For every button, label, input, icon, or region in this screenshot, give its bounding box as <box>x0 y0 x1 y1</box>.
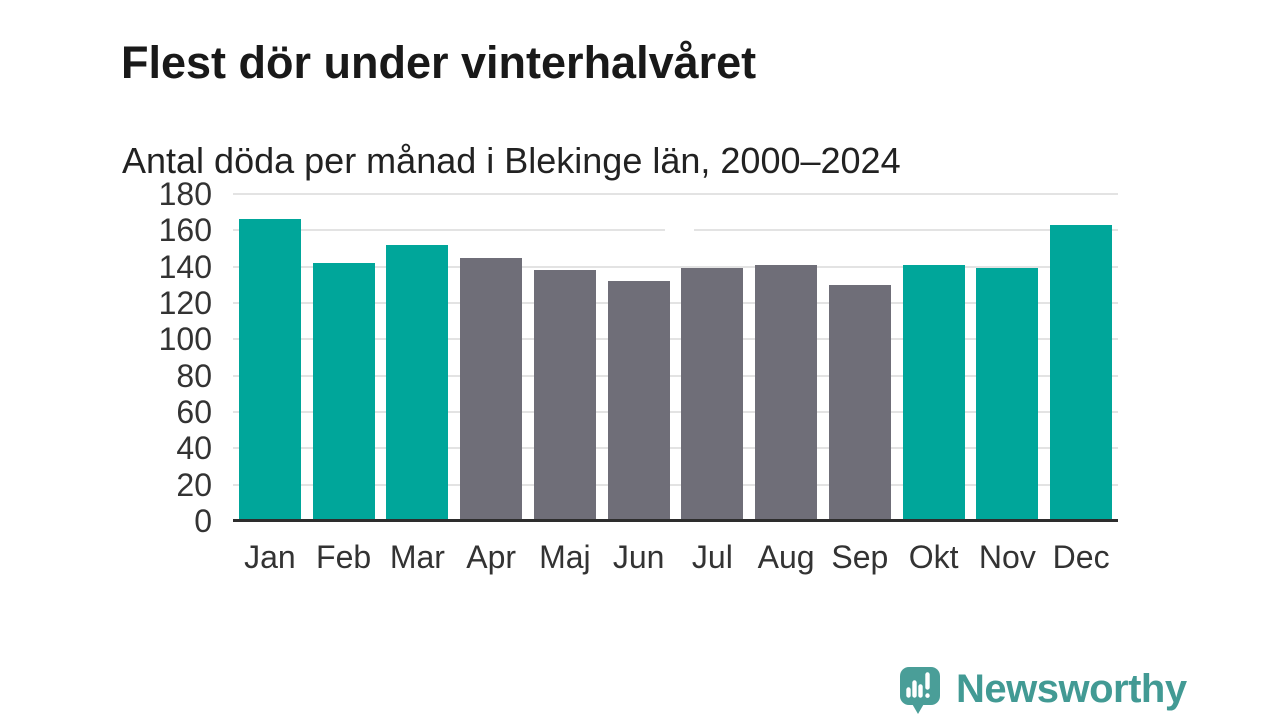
y-tick-label: 140 <box>158 248 212 285</box>
chart-title: Flest dör under vinterhalvåret <box>121 37 757 89</box>
newsworthy-logo: Newsworthy <box>899 666 1187 716</box>
month-label: Jan <box>244 539 296 575</box>
y-tick-label: 20 <box>176 466 212 503</box>
y-tick-label: 40 <box>176 430 212 467</box>
bar-jun <box>607 281 670 521</box>
y-tick-label: 60 <box>176 394 212 430</box>
month-label: Aug <box>757 539 815 575</box>
month-label: Apr <box>466 539 517 575</box>
month-label: Okt <box>908 539 959 575</box>
y-tick-label: 80 <box>176 357 212 394</box>
y-tick-label: 120 <box>158 285 212 321</box>
gridline <box>233 338 1118 341</box>
gridline <box>233 447 1118 450</box>
gridline <box>233 193 1118 195</box>
bar-jan <box>238 219 301 521</box>
y-tick-label: 180 <box>158 176 212 212</box>
month-label: Jul <box>691 539 733 575</box>
y-tick-label: 100 <box>158 321 212 358</box>
newsworthy-logo-icon <box>900 667 940 714</box>
bar-sep <box>828 284 891 521</box>
month-label: Dec <box>1052 539 1110 575</box>
bar-feb <box>312 263 375 521</box>
month-label: Mar <box>389 539 445 575</box>
y-tick-label: 160 <box>158 212 212 249</box>
month-label: Nov <box>978 539 1036 575</box>
plot-area <box>233 193 1118 522</box>
brand-name: Newsworthy <box>956 667 1187 711</box>
bar-dec <box>1050 224 1113 521</box>
x-axis: Jan Feb Mar Apr Maj Jun Jul Aug Sep Okt Nov Dec <box>233 538 1118 584</box>
gridline <box>233 301 1118 304</box>
bar-nov <box>976 268 1039 521</box>
month-label: Feb <box>316 539 372 575</box>
bar-apr <box>460 257 523 521</box>
month-label: Maj <box>539 539 591 575</box>
bar-jul <box>681 268 744 521</box>
gridline <box>233 374 1118 377</box>
bar-okt <box>902 264 965 521</box>
gridline <box>233 265 1118 268</box>
bar-mar <box>386 244 449 521</box>
gridline <box>233 410 1118 413</box>
gridline-gap-artifact <box>665 228 694 232</box>
gridline <box>233 483 1118 486</box>
month-label: Sep <box>831 539 889 575</box>
chart-subtitle: Antal döda per månad i Blekinge län, 200… <box>122 140 901 181</box>
bar-maj <box>533 270 596 521</box>
y-axis: 0 20 40 60 80 100 120 140 160 180 <box>0 178 233 537</box>
y-tick-label: 0 <box>194 503 212 539</box>
bar-aug <box>755 264 818 521</box>
month-label: Jun <box>612 539 665 575</box>
x-axis-line <box>233 519 1118 522</box>
